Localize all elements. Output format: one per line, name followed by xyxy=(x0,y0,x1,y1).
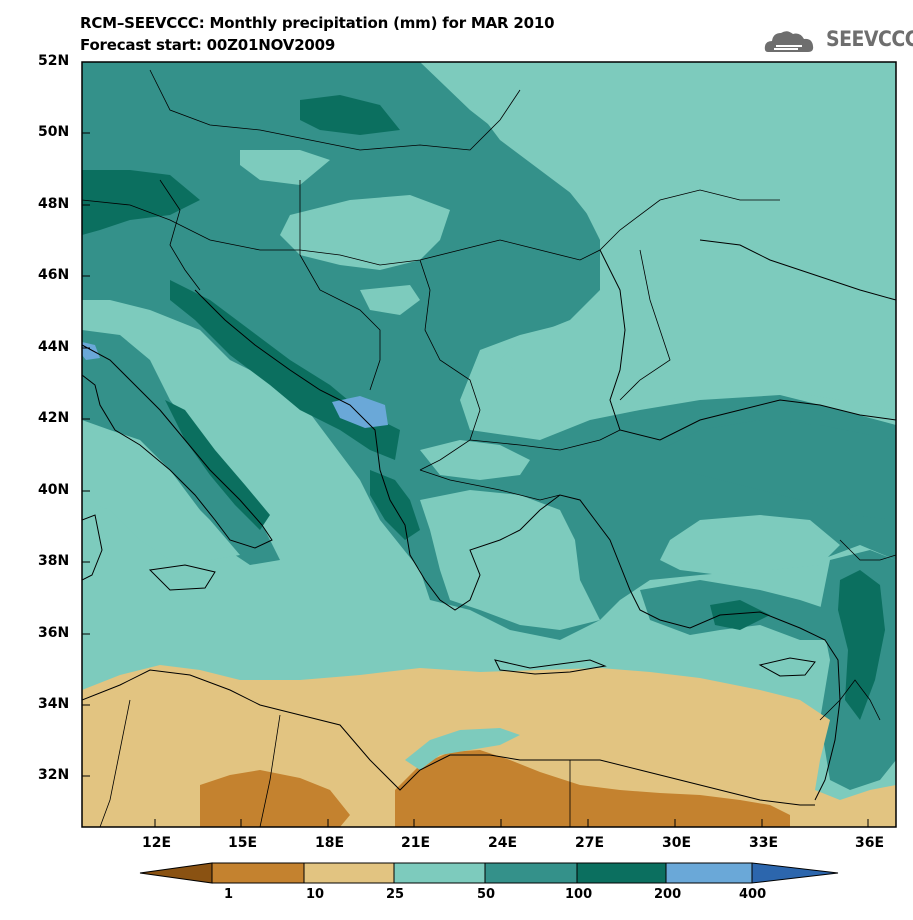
border-6 xyxy=(499,189,780,261)
field-50-100-east xyxy=(660,420,896,520)
coast-cyprus xyxy=(758,657,816,677)
map-subtitle: Forecast start: 00Z01NOV2009 xyxy=(80,36,336,54)
cloud-icon xyxy=(764,31,814,52)
field-50-100-italy xyxy=(82,330,280,565)
field-100-200-alps xyxy=(82,170,200,235)
border-7 xyxy=(469,429,621,451)
field-50-100-central-europe xyxy=(82,62,896,640)
colorbar-label: 10 xyxy=(306,887,325,902)
colorbar-label: 200 xyxy=(654,887,682,902)
lat-label: 52N xyxy=(38,53,70,69)
lat-label: 46N xyxy=(38,267,70,283)
lon-label: 36E xyxy=(855,835,885,851)
field-25-50-bulgaria xyxy=(420,440,530,480)
field-100-200-levant xyxy=(838,570,885,720)
colorbar-segment-2 xyxy=(303,862,395,884)
lat-label: 40N xyxy=(38,482,70,498)
field-100-200-turkey-coast xyxy=(710,600,770,630)
field-1-10-libya xyxy=(200,770,350,827)
lat-label: 50N xyxy=(38,124,70,140)
border-4 xyxy=(299,180,381,391)
colorbar-segment-5 xyxy=(576,862,667,884)
coast-sicily xyxy=(148,564,216,591)
coast-crete xyxy=(494,659,607,675)
field-100-200-czech xyxy=(300,95,400,135)
border-5 xyxy=(419,259,481,471)
lon-label: 12E xyxy=(142,835,172,851)
country-borders xyxy=(82,69,896,827)
border-8 xyxy=(419,469,561,501)
lon-label: 27E xyxy=(575,835,605,851)
coast-black-sea xyxy=(599,249,896,441)
logo-text: SEEVCCC xyxy=(826,27,913,51)
map-title: RCM–SEEVCCC: Monthly precipitation (mm) … xyxy=(80,14,555,32)
lon-label: 21E xyxy=(401,835,431,851)
coast-aegean xyxy=(519,494,841,801)
field-100-200-albania xyxy=(370,470,420,540)
lat-label: 38N xyxy=(38,553,70,569)
border-11 xyxy=(99,699,131,827)
lon-label: 15E xyxy=(228,835,258,851)
colorbar-label: 1 xyxy=(224,887,234,902)
border-14 xyxy=(839,539,896,561)
map-frame xyxy=(81,61,897,828)
colorbar-label: 50 xyxy=(477,887,496,902)
colorbar-segment-3 xyxy=(393,862,486,884)
field-200-400-dinaric xyxy=(332,396,388,428)
field-25-50-ukraine xyxy=(470,62,896,410)
coastlines xyxy=(82,239,896,806)
field-25-50-danube xyxy=(360,285,420,315)
lat-label: 44N xyxy=(38,339,70,355)
colorbar-segment-7 xyxy=(751,862,839,884)
colorbar-label: 400 xyxy=(739,887,767,902)
field-25-50-poland xyxy=(240,150,330,185)
colorbar-segment-0 xyxy=(139,862,213,884)
colorbar-label: 25 xyxy=(386,887,405,902)
border-12 xyxy=(259,714,281,827)
border-1 xyxy=(149,69,521,151)
colorbar-segment-4 xyxy=(484,862,578,884)
precipitation-fields xyxy=(82,62,896,827)
field-25-50-anatolia xyxy=(660,515,840,575)
border-10 xyxy=(819,679,881,721)
coast-crimea xyxy=(699,239,896,301)
colorbar-label: 100 xyxy=(565,887,593,902)
coast-north-africa xyxy=(82,669,815,806)
field-1-10-egypt-west xyxy=(395,750,790,827)
lat-label: 48N xyxy=(38,196,70,212)
field-25-50-tyrrhenian xyxy=(82,430,240,560)
lat-label: 42N xyxy=(38,410,70,426)
lat-label: 36N xyxy=(38,625,70,641)
coast-sardinia xyxy=(82,514,103,581)
field-200-400-liguria xyxy=(82,342,100,360)
border-9 xyxy=(619,249,671,401)
coast-italy xyxy=(82,344,273,549)
colorbar-segment-6 xyxy=(665,862,753,884)
lat-label: 32N xyxy=(38,767,70,783)
field-25-50-aegean xyxy=(420,490,600,630)
lat-label: 34N xyxy=(38,696,70,712)
colorbar xyxy=(139,862,839,884)
border-3 xyxy=(159,179,201,291)
coast-adriatic-east xyxy=(194,289,521,611)
lon-label: 30E xyxy=(662,835,692,851)
field-25-50-egypt-coast xyxy=(405,728,520,770)
lon-label: 18E xyxy=(315,835,345,851)
lon-label: 33E xyxy=(749,835,779,851)
field-100-200-italy-south xyxy=(165,400,270,530)
colorbar-segment-1 xyxy=(211,862,305,884)
lon-label: 24E xyxy=(488,835,518,851)
axis-ticks xyxy=(82,61,869,827)
field-25-50-hungary xyxy=(280,195,450,270)
